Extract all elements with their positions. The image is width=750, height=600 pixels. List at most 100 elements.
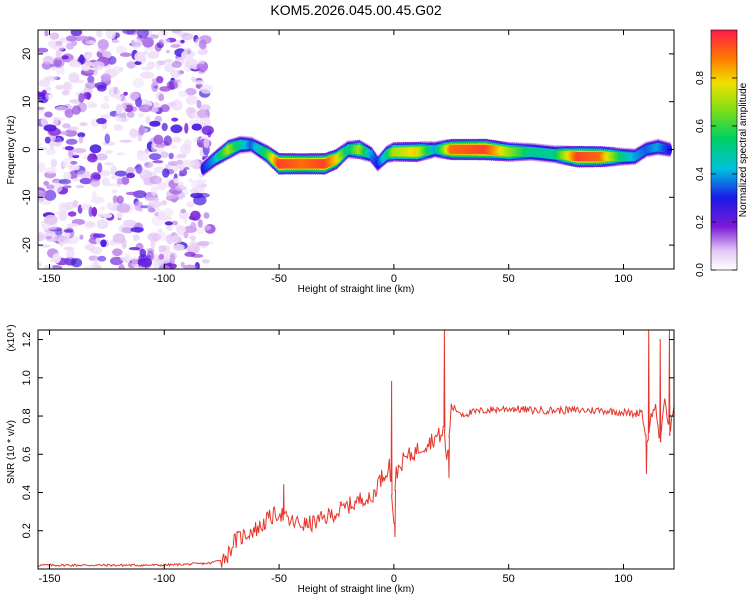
spectrogram-y-tick-label: -10 [21, 189, 33, 205]
noise-blob [170, 124, 183, 134]
noise-blob [147, 51, 160, 59]
noise-blob [184, 122, 189, 134]
noise-blob [116, 195, 124, 204]
noise-blob [68, 61, 82, 68]
noise-blob [112, 248, 123, 257]
noise-blob [183, 231, 189, 239]
noise-blob [176, 159, 183, 165]
noise-blob [154, 212, 159, 217]
noise-blob [167, 101, 177, 107]
noise-blob [138, 124, 145, 136]
noise-blob [52, 253, 61, 264]
noise-blob [38, 109, 45, 114]
noise-blob [92, 233, 106, 238]
noise-blob [162, 208, 174, 217]
noise-blob [135, 163, 143, 174]
noise-blob [38, 162, 46, 173]
noise-blob [121, 227, 132, 233]
noise-blob [63, 185, 72, 189]
noise-blob [119, 52, 132, 57]
noise-blob [79, 122, 88, 127]
noise-blob [53, 44, 65, 52]
noise-blob [45, 86, 52, 92]
noise-blob [183, 264, 197, 269]
noise-blob [77, 132, 86, 138]
noise-blob [67, 211, 77, 217]
noise-blob [122, 30, 136, 35]
noise-blob [181, 32, 194, 41]
noise-blob [136, 151, 150, 162]
noise-blob [121, 238, 127, 250]
noise-blob [177, 90, 189, 98]
noise-blob [146, 61, 156, 69]
noise-blob [46, 184, 55, 190]
snr-spike-point [645, 472, 648, 474]
noise-blob [185, 95, 198, 105]
noise-blob [202, 259, 210, 264]
noise-blob [71, 105, 81, 115]
noise-blob [84, 220, 96, 229]
noise-blob [96, 117, 107, 125]
noise-blob [49, 32, 60, 40]
noise-blob [65, 232, 71, 238]
noise-blob [44, 30, 49, 37]
noise-blob [136, 30, 149, 39]
noise-blob [149, 153, 162, 161]
noise-blob [76, 170, 91, 178]
noise-blob [183, 167, 190, 170]
noise-blob [149, 175, 162, 185]
noise-blob [184, 251, 196, 257]
noise-blob [43, 180, 50, 186]
noise-blob [151, 78, 158, 83]
noise-blob [130, 39, 135, 47]
noise-blob [152, 160, 164, 164]
noise-blob [158, 93, 165, 102]
noise-blob [111, 175, 119, 180]
noise-blob [189, 235, 197, 241]
noise-blob [40, 117, 48, 127]
noise-blob [104, 162, 114, 166]
noise-blob [68, 72, 80, 83]
noise-blob [154, 115, 162, 123]
noise-blob [43, 124, 57, 132]
spectrogram-ridge [200, 135, 673, 177]
noise-blob [124, 252, 130, 261]
noise-blob [89, 144, 102, 154]
colorbar-tick-label: 0.4 [695, 167, 706, 181]
spectrogram-noise-region [38, 30, 216, 269]
noise-blob [38, 262, 43, 268]
noise-blob [163, 135, 172, 146]
noise-blob [45, 225, 57, 230]
noise-blob [133, 77, 144, 88]
noise-blob [166, 234, 174, 245]
noise-blob [157, 30, 169, 38]
noise-blob [183, 138, 192, 150]
noise-blob [158, 253, 165, 260]
noise-blob [170, 79, 181, 83]
noise-blob [161, 122, 168, 132]
noise-blob [196, 241, 210, 246]
snr-spike-point [448, 476, 450, 478]
noise-blob [79, 234, 84, 240]
noise-blob [171, 30, 182, 34]
noise-blob [126, 172, 135, 179]
noise-blob [55, 50, 62, 58]
noise-blob [58, 211, 68, 221]
noise-blob [108, 86, 121, 98]
noise-blob [160, 257, 172, 264]
colorbar-tick-label: 0.6 [695, 119, 706, 133]
colorbar-gradient [711, 30, 737, 270]
noise-blob [159, 231, 167, 242]
noise-blob [164, 221, 173, 226]
noise-blob [118, 117, 129, 122]
noise-blob [69, 165, 74, 172]
noise-blob [90, 246, 103, 255]
noise-blob [84, 265, 99, 269]
noise-blob [75, 184, 85, 189]
noise-blob [87, 154, 98, 163]
noise-blob [50, 265, 63, 269]
noise-blob [96, 84, 107, 92]
spectrogram-x-tick-label: 50 [503, 273, 515, 285]
spectrogram-x-axis-label: Height of straight line (km) [298, 284, 415, 295]
